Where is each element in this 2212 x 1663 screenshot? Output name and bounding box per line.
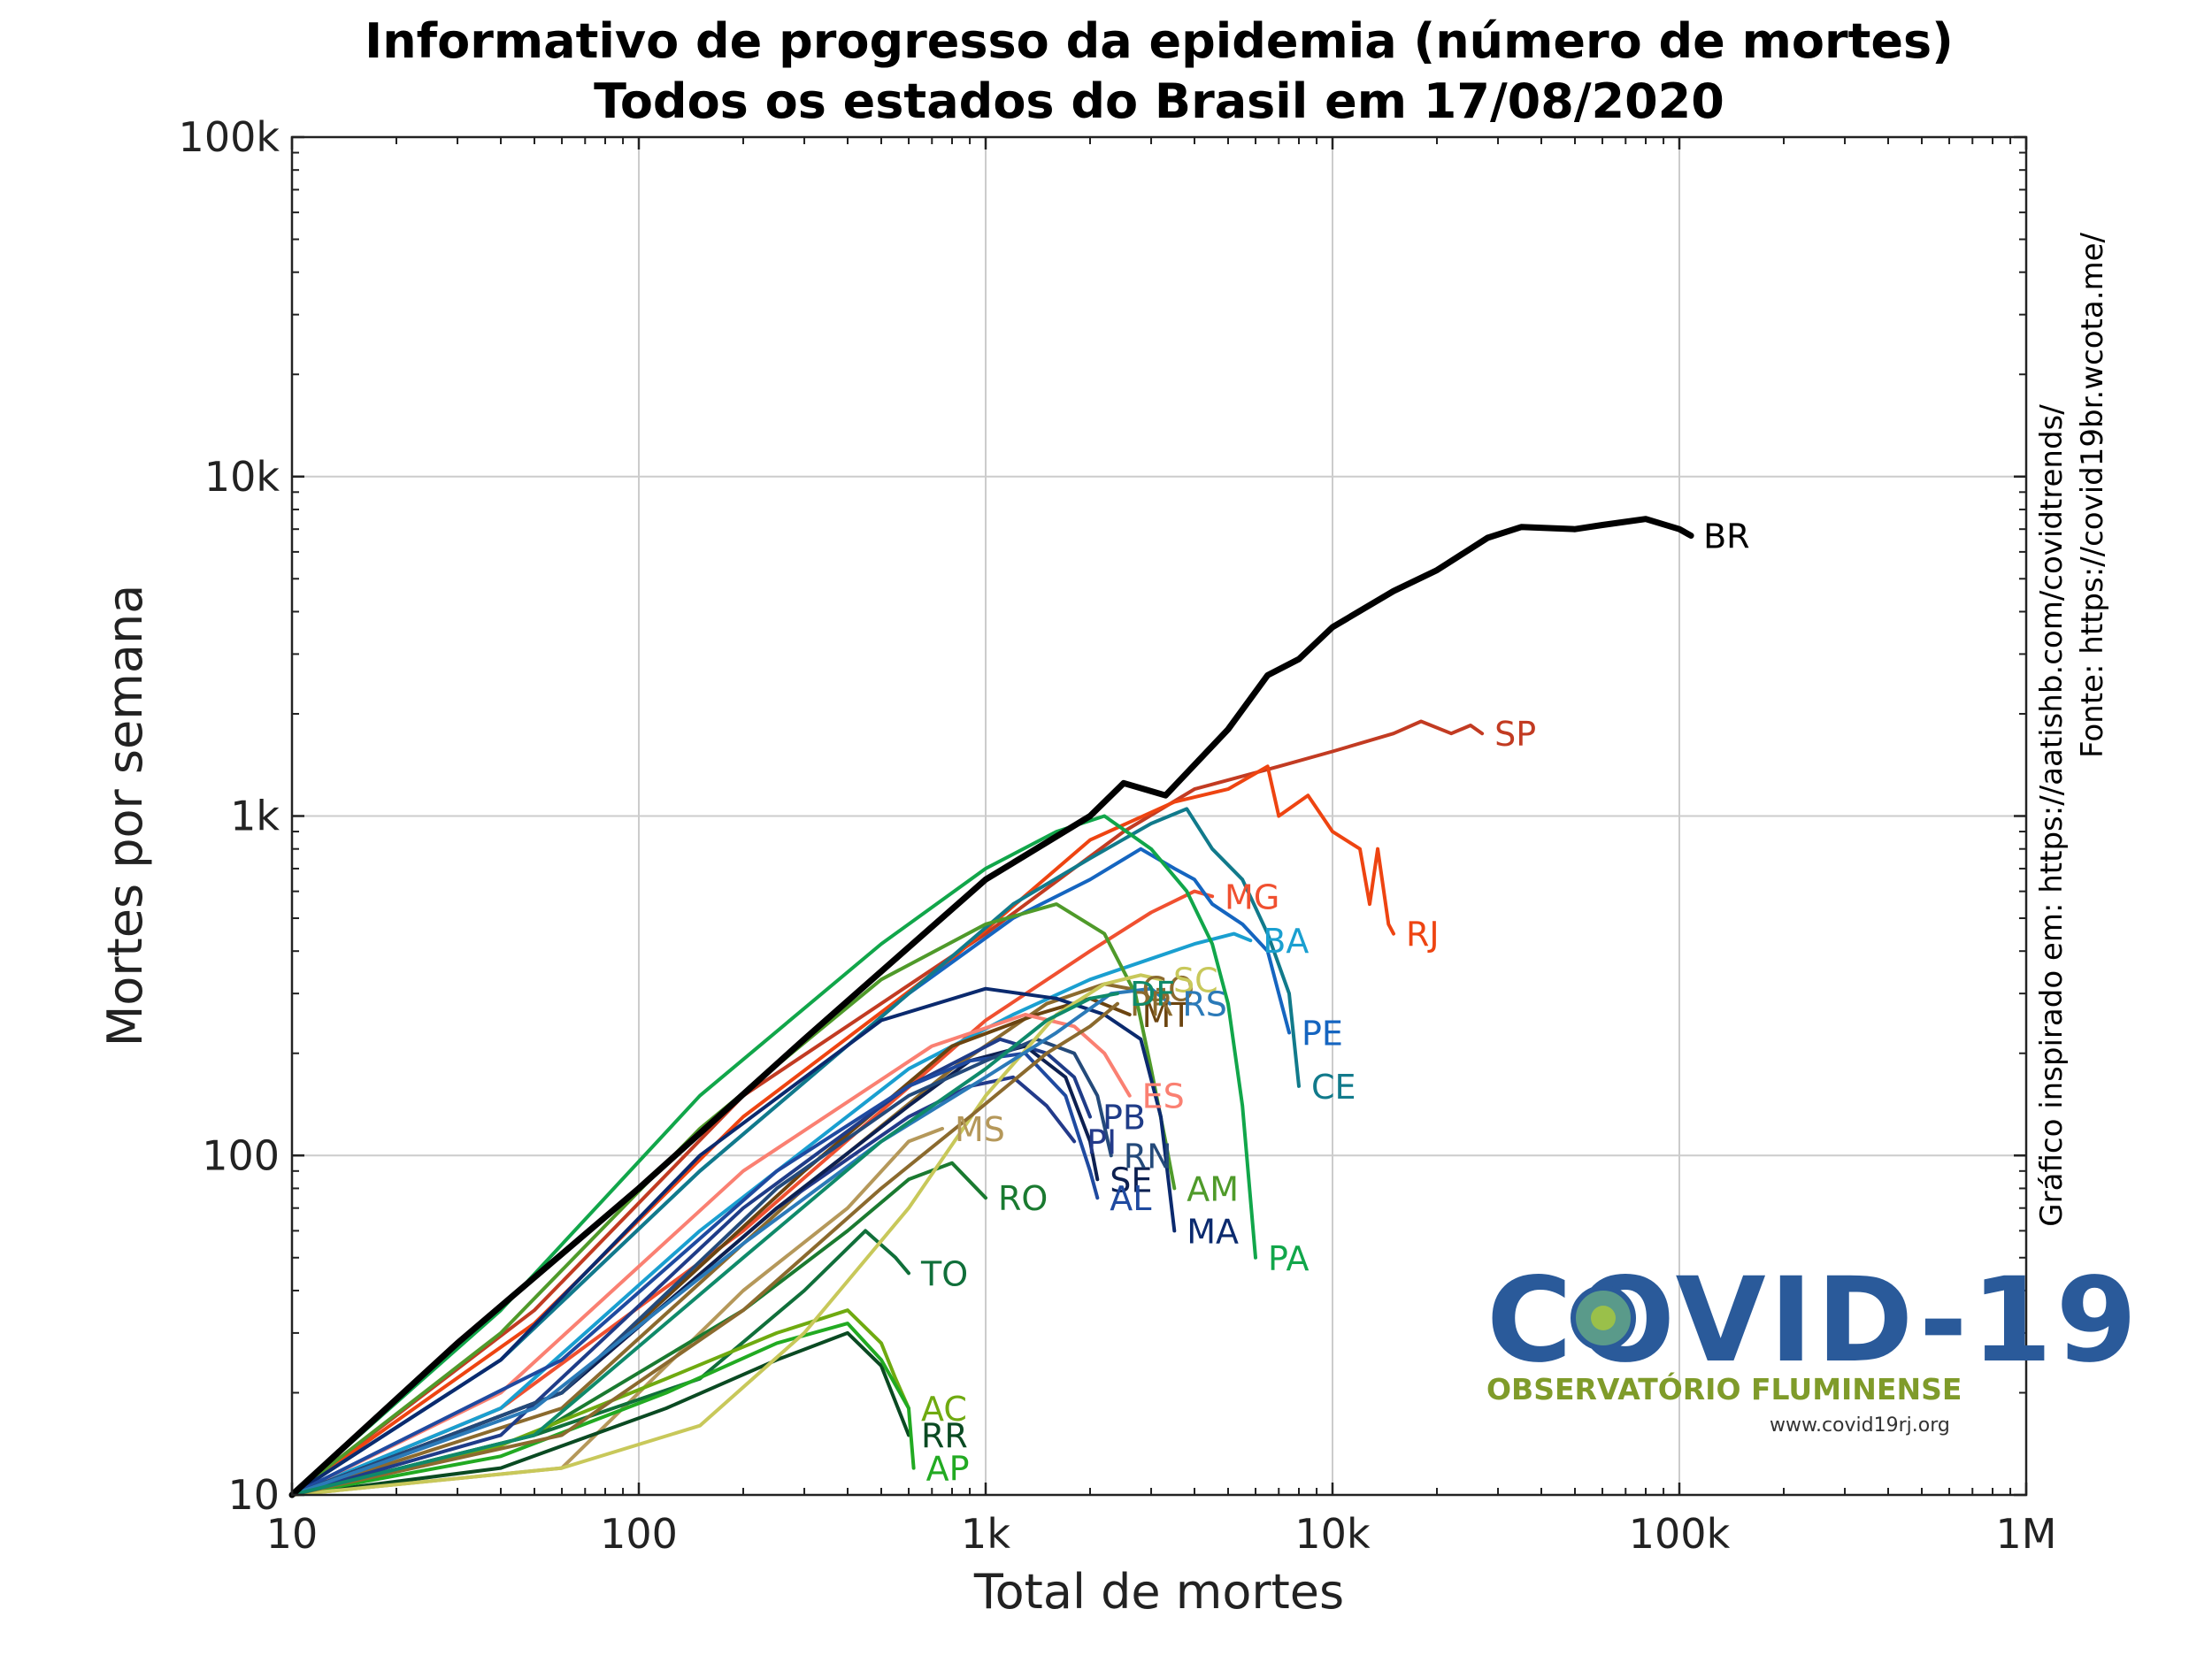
series-label-ap: AP <box>926 1450 970 1489</box>
series-line-rn <box>290 1037 1113 1497</box>
side-note-source: Fonte: https://covid19br.wcota.me/ <box>2075 232 2110 758</box>
side-note-inspired: Gráfico inspirado em: https://aatishb.co… <box>2034 404 2070 1227</box>
series-line-sc <box>290 973 1163 1497</box>
logo-url: www.covid19rj.org <box>1770 1414 1950 1437</box>
series-label-sp: SP <box>1494 715 1536 754</box>
series-label-mt: MT <box>1142 996 1193 1035</box>
y-tick-label: 100k <box>179 113 280 161</box>
series-line-df <box>290 992 1119 1497</box>
series-line-es <box>290 1013 1132 1497</box>
series-line-rs <box>290 986 1172 1497</box>
logo-subtitle: OBSERVATÓRIO FLUMINENSE <box>1486 1371 1962 1406</box>
series-label-pe: PE <box>1302 1014 1343 1053</box>
series-label-ms: MS <box>955 1110 1005 1149</box>
virus-icon <box>1571 1285 1636 1351</box>
series-label-rr: RR <box>921 1416 968 1455</box>
series-line-ap <box>290 1322 916 1497</box>
x-tick-label: 100k <box>1629 1510 1731 1558</box>
y-tick-label: 100 <box>202 1131 280 1179</box>
series-label-go: GO <box>1142 970 1194 1009</box>
y-tick-label: 10 <box>227 1471 280 1519</box>
x-tick-label: 1k <box>961 1510 1010 1558</box>
series-line-al <box>290 1051 1100 1497</box>
x-tick-label: 10k <box>1294 1510 1371 1558</box>
y-axis-label: Mortes por semana <box>97 585 153 1047</box>
y-tick-label: 10k <box>204 453 280 501</box>
series-label-rn: RN <box>1124 1137 1172 1176</box>
series-lines <box>288 516 1694 1498</box>
series-label-pi: PI <box>1087 1123 1117 1161</box>
series-label-se: SE <box>1110 1161 1152 1199</box>
grid <box>292 137 2026 1495</box>
series-line-ce <box>290 807 1301 1497</box>
series-label-ma: MA <box>1187 1212 1239 1251</box>
series-label-rs: RS <box>1182 985 1227 1024</box>
y-tick-label: 1k <box>230 793 280 840</box>
series-label-al: AL <box>1110 1179 1151 1218</box>
x-axis-label: Total de mortes <box>973 1564 1344 1620</box>
series-label-sc: SC <box>1173 961 1218 1000</box>
series-line-rj <box>290 764 1395 1497</box>
chart-subtitle: Todos os estados do Brasil em 17/08/2020 <box>594 73 1724 129</box>
series-label-mg: MG <box>1225 877 1279 916</box>
series-label-df: DF <box>1130 975 1175 1014</box>
axis-ticks: 10 100 1k 10k 100k 1M 10 100 1k 10k 100k <box>179 113 2057 1558</box>
series-label-ac: AC <box>921 1390 967 1429</box>
series-label-to: TO <box>920 1254 968 1293</box>
series-label-ro: RO <box>998 1179 1048 1218</box>
series-line-pr <box>290 1001 1119 1497</box>
x-tick-label: 10 <box>266 1510 319 1558</box>
series-label-ba: BA <box>1263 922 1309 961</box>
series-label-rj: RJ <box>1406 916 1440 954</box>
x-tick-label: 100 <box>600 1510 678 1558</box>
series-line-ma <box>290 986 1177 1497</box>
covid19-logo: COVID-19 OBSERVATÓRIO FLUMINENSE www.cov… <box>1486 1253 2137 1437</box>
series-label-pa: PA <box>1268 1239 1309 1278</box>
series-line-rr <box>290 1330 910 1497</box>
series-line-br <box>288 516 1694 1498</box>
series-line-pb <box>290 1037 1092 1497</box>
series-line-pa <box>290 814 1257 1497</box>
series-label-es: ES <box>1142 1077 1185 1116</box>
series-label-am: AM <box>1187 1169 1239 1208</box>
series-label-ce: CE <box>1311 1068 1356 1107</box>
series-label-br: BR <box>1703 517 1749 556</box>
series-label-pb: PB <box>1102 1099 1146 1138</box>
x-tick-label: 1M <box>1996 1510 2057 1558</box>
chart-title: Informativo de progresso da epidemia (nú… <box>365 13 1954 69</box>
series-label-pr: PR <box>1130 985 1173 1024</box>
